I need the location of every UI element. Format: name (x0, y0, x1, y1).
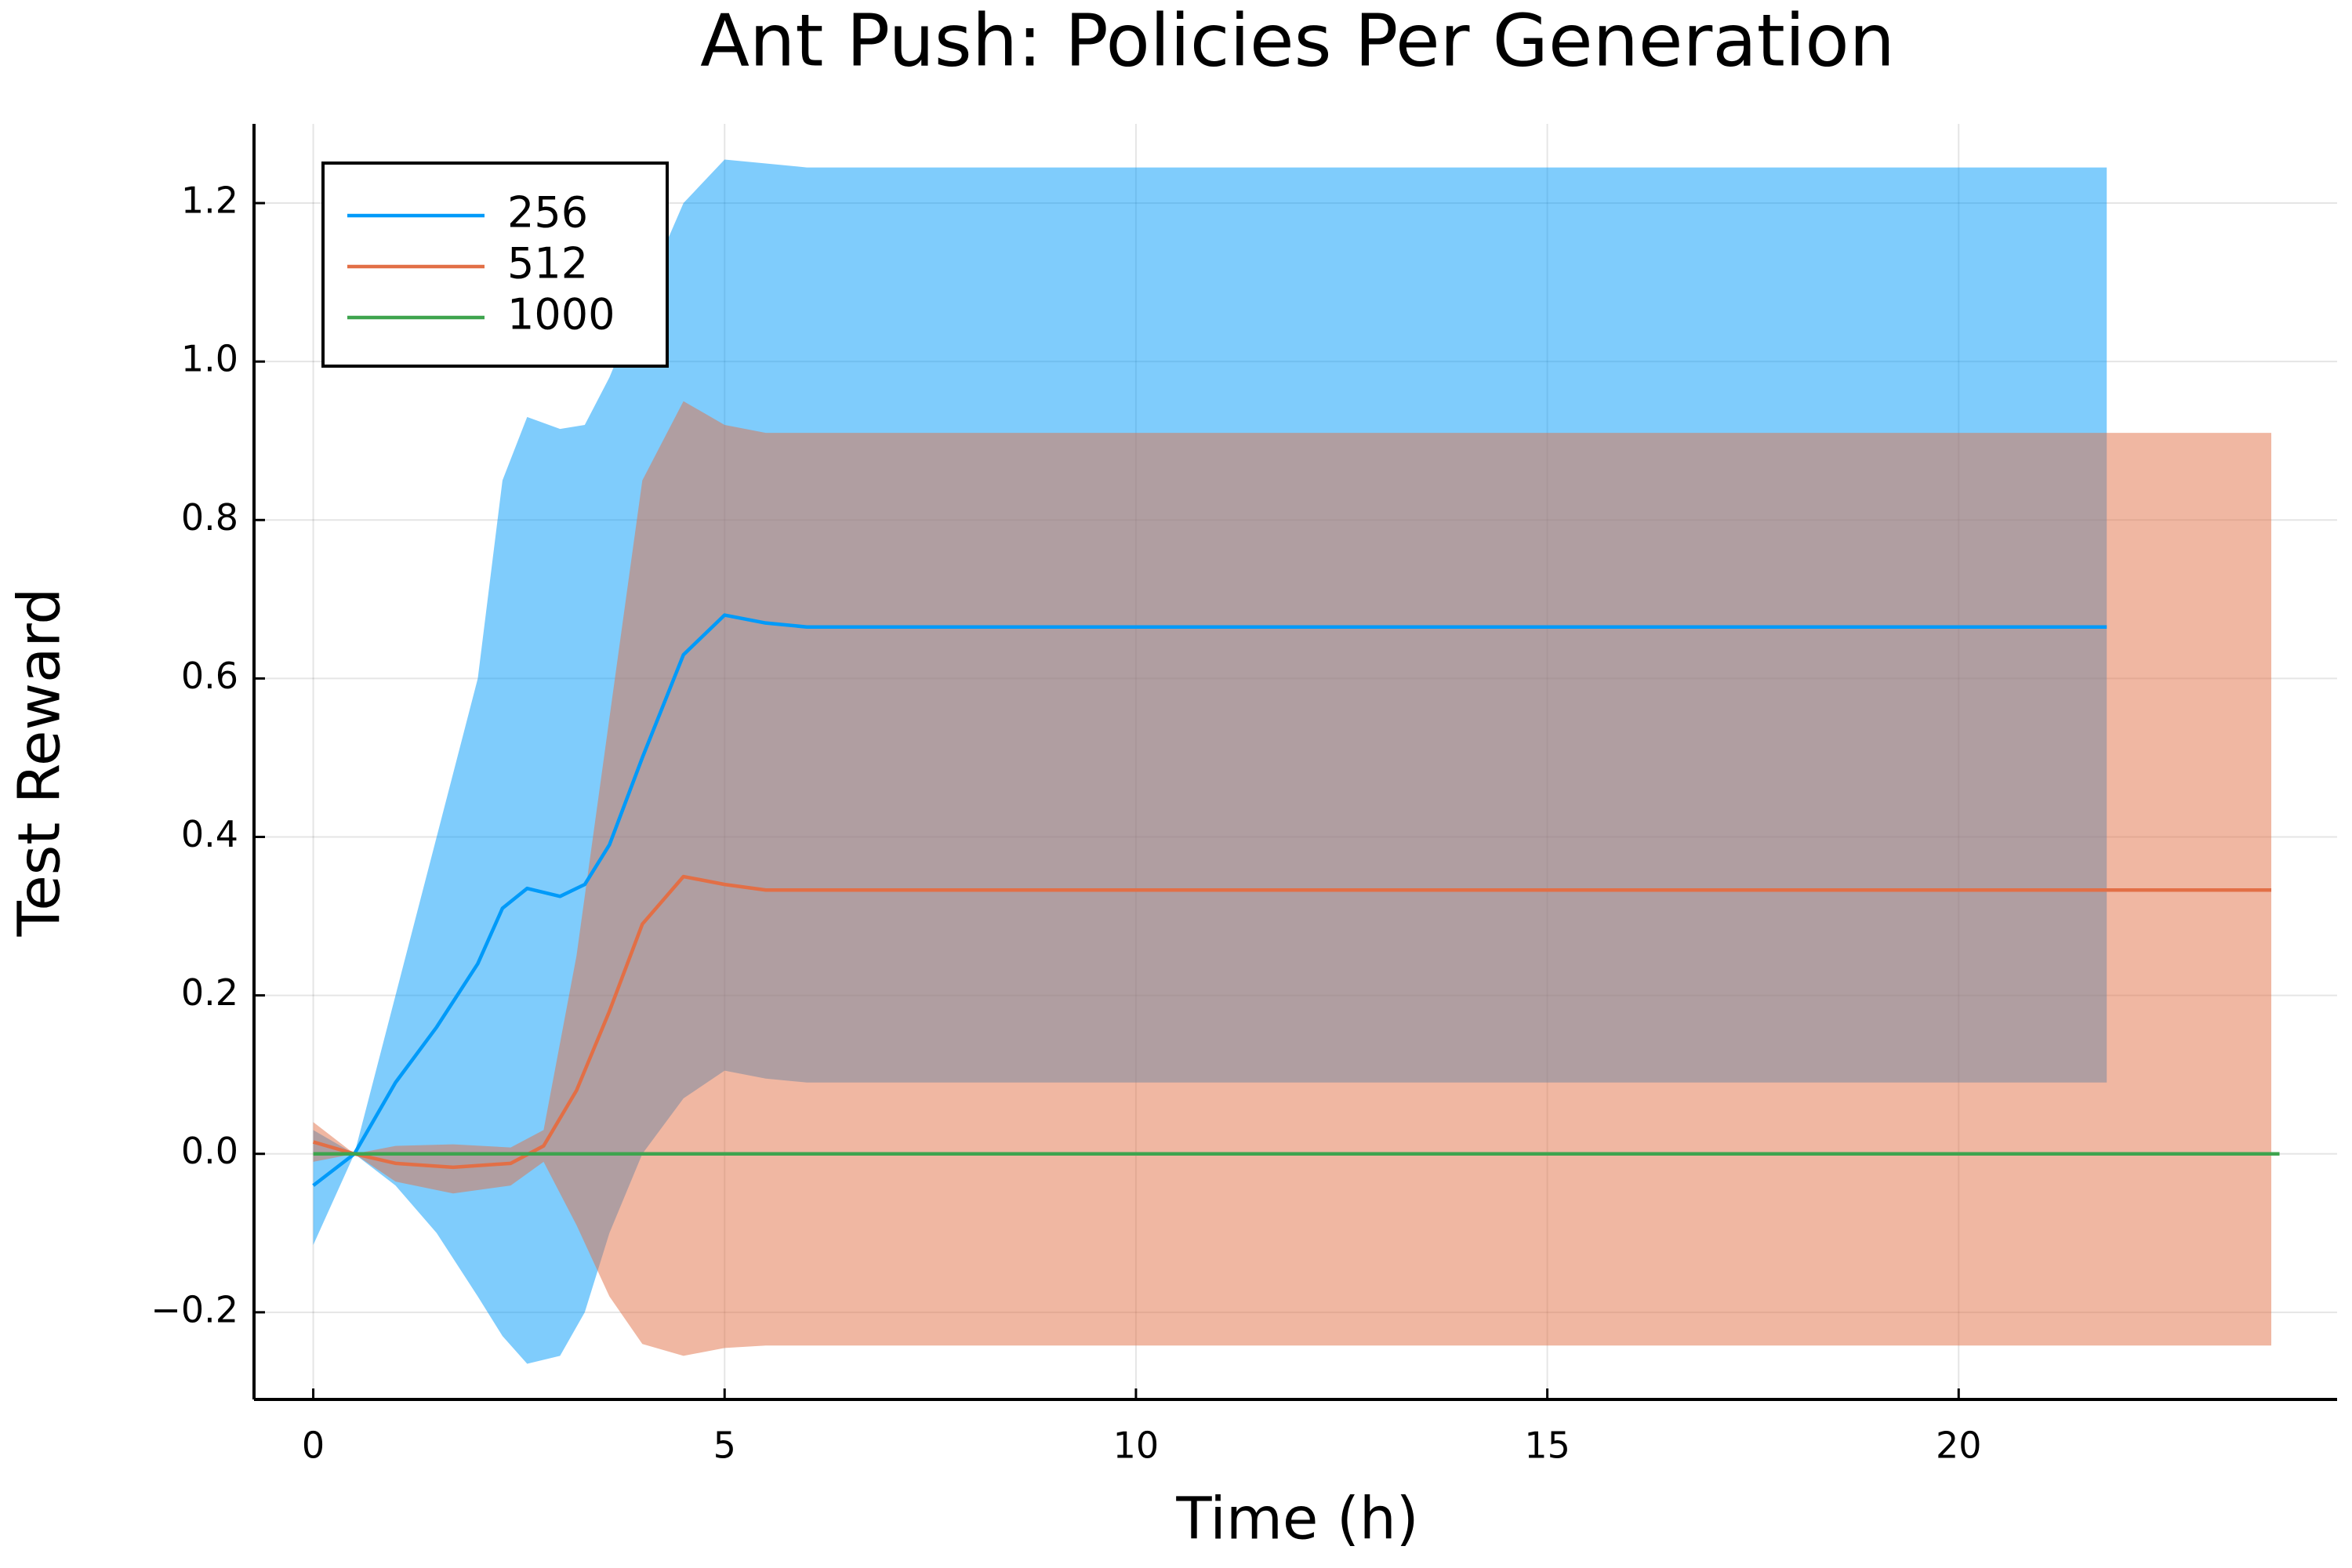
x-tick-label: 20 (1936, 1425, 1982, 1467)
line (312, 613, 2107, 1187)
y-tick-label: 1.0 (181, 338, 238, 380)
y-axis-label: Test Reward (6, 588, 74, 938)
x-axis-label: Time (h) (1175, 1486, 1418, 1553)
y-tick-label: 0.8 (181, 496, 238, 539)
y-tick-label: 0.2 (181, 971, 238, 1014)
x-tick-label: 15 (1524, 1425, 1570, 1467)
y-tick-label: 0.0 (181, 1130, 238, 1172)
legend-box (321, 162, 669, 368)
x-tick-label: 10 (1113, 1425, 1160, 1467)
band (313, 401, 2272, 1356)
legend-label: 1000 (507, 290, 615, 339)
legend-label: 256 (507, 188, 588, 238)
line (312, 874, 2272, 1170)
x-tick-label: 0 (302, 1425, 325, 1467)
y-tick-label: 0.4 (181, 813, 238, 855)
legend-label: 512 (507, 239, 588, 289)
y-tick-label: 1.2 (181, 180, 238, 222)
x-tick-label: 5 (713, 1425, 736, 1467)
chart-title: Ant Push: Policies Per Generation (700, 0, 1895, 82)
y-tick-label: −0.2 (151, 1288, 238, 1330)
y-tick-label: 0.6 (181, 655, 238, 697)
